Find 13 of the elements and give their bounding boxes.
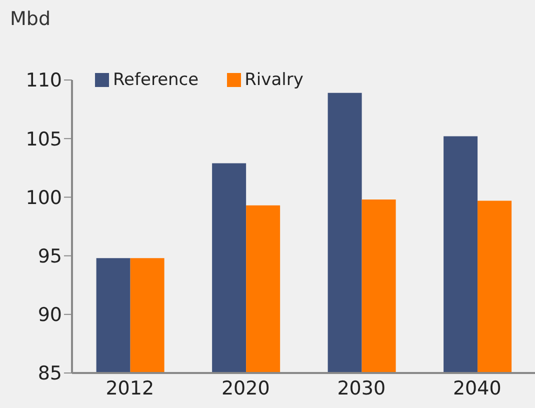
- x-tick-label: 2040: [452, 377, 502, 400]
- y-tick-label: 110: [26, 70, 62, 92]
- y-axis-title: Mbd: [10, 8, 51, 30]
- y-tick-label: 100: [26, 186, 62, 209]
- y-tick-label: 90: [38, 304, 62, 326]
- x-tick-label: 2030: [337, 377, 386, 400]
- y-tick-label: 85: [38, 362, 62, 385]
- y-tick-label: 105: [26, 128, 62, 150]
- legend-label: Rivalry: [244, 70, 304, 90]
- x-tick-label: 2012: [106, 377, 154, 400]
- y-tick-label: 95: [38, 246, 62, 268]
- legend-label: Reference: [113, 70, 199, 90]
- x-tick-label: 2020: [221, 377, 270, 400]
